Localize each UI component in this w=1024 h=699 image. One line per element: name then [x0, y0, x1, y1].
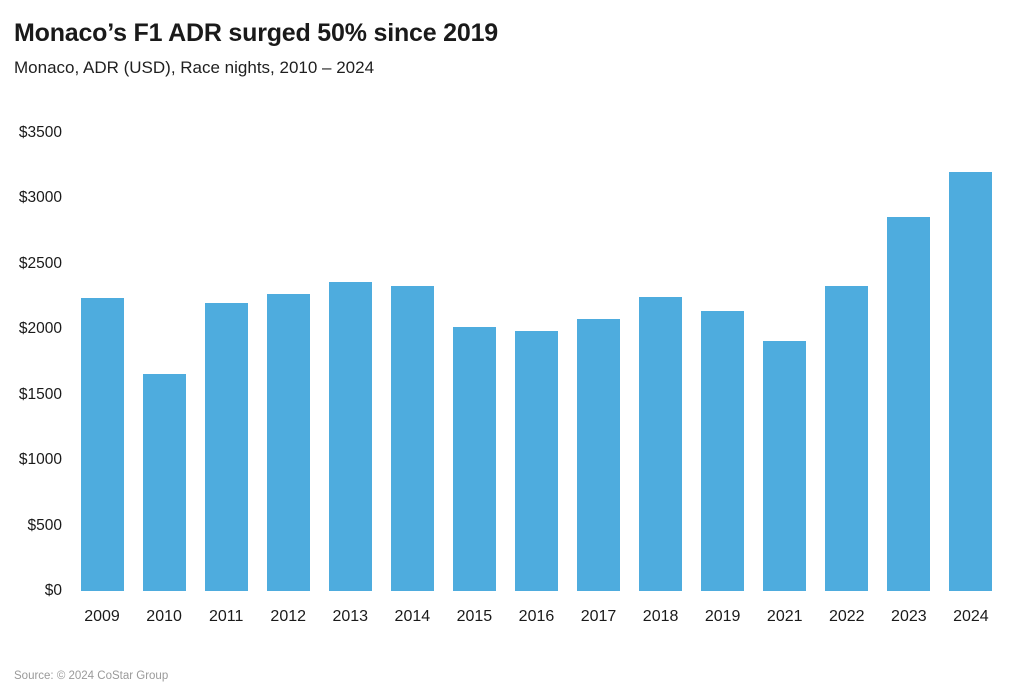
bar-2021: [763, 341, 807, 591]
y-tick-label: $500: [27, 516, 62, 534]
bar-cell-2010: [133, 133, 195, 591]
bar-cell-2009: [71, 133, 133, 591]
source-note: Source: © 2024 CoStar Group: [14, 670, 169, 682]
x-tick-label-2019: 2019: [704, 608, 741, 625]
bar-2010: [142, 373, 186, 591]
bar-2012: [266, 293, 310, 591]
y-tick-label: $2500: [18, 254, 62, 272]
y-tick-label: $2000: [18, 320, 62, 338]
bar-2023: [887, 216, 931, 591]
y-tick-label: $0: [44, 582, 62, 599]
y-tick-label: $1000: [18, 451, 62, 469]
plot-area: [71, 133, 1002, 591]
x-axis: 2009 2010 2011 2012 2013 2014 2015 2016 2017 2018…: [71, 606, 1002, 628]
bar-cell-2013: [319, 133, 381, 591]
x-tick-label-2021: 2021: [766, 608, 803, 625]
chart-subtitle: Monaco, ADR (USD), Race nights, 2010 – 2…: [14, 58, 375, 77]
x-tick-label-2018: 2018: [642, 608, 679, 625]
bar-cell-2023: [878, 133, 940, 591]
x-tick-label-2015: 2015: [456, 608, 493, 625]
bar-cell-2016: [505, 133, 567, 591]
bar-2019: [701, 310, 745, 591]
chart-title: Monaco’s F1 ADR surged 50% since 2019: [14, 19, 498, 47]
bar-2017: [577, 318, 621, 591]
x-tick-label-2009: 2009: [84, 608, 120, 625]
bar-2009: [80, 297, 124, 591]
x-tick-label-2014: 2014: [394, 608, 431, 625]
bar-cell-2011: [195, 133, 257, 591]
x-tick-label-2013: 2013: [332, 608, 369, 625]
bar-cell-2014: [381, 133, 443, 591]
bar-cell-2017: [568, 133, 630, 591]
bar-cell-2015: [443, 133, 505, 591]
bar-2022: [825, 286, 869, 591]
x-tick-label-2017: 2017: [580, 608, 617, 625]
bar-cell-2021: [754, 133, 816, 591]
bar-2013: [328, 282, 372, 591]
x-tick-label-2023: 2023: [891, 608, 927, 625]
y-tick-label: $3000: [18, 189, 62, 207]
bar-2015: [452, 326, 496, 591]
bar-cell-2019: [692, 133, 754, 591]
x-tick-label-2016: 2016: [518, 608, 555, 625]
bar-2011: [204, 303, 248, 591]
x-tick-label-2022: 2022: [828, 608, 865, 625]
y-tick-label: $1500: [18, 385, 62, 403]
bar-2014: [390, 286, 434, 591]
bar-cell-2018: [630, 133, 692, 591]
bar-2024: [949, 172, 993, 591]
y-tick-label: $3500: [18, 124, 62, 141]
x-tick-label-2011: 2011: [208, 608, 244, 625]
bar-cell-2012: [257, 133, 319, 591]
x-tick-label-2010: 2010: [146, 608, 182, 625]
x-tick-label-2024: 2024: [953, 608, 989, 625]
x-tick-label-2012: 2012: [270, 608, 307, 625]
y-axis: $0 $500 $1000 $1500 $2000 $2500 $3000 $3500: [0, 124, 62, 599]
bar-2018: [639, 296, 683, 591]
bar-2016: [514, 330, 558, 591]
bar-cell-2024: [940, 133, 1002, 591]
bar-cell-2022: [816, 133, 878, 591]
